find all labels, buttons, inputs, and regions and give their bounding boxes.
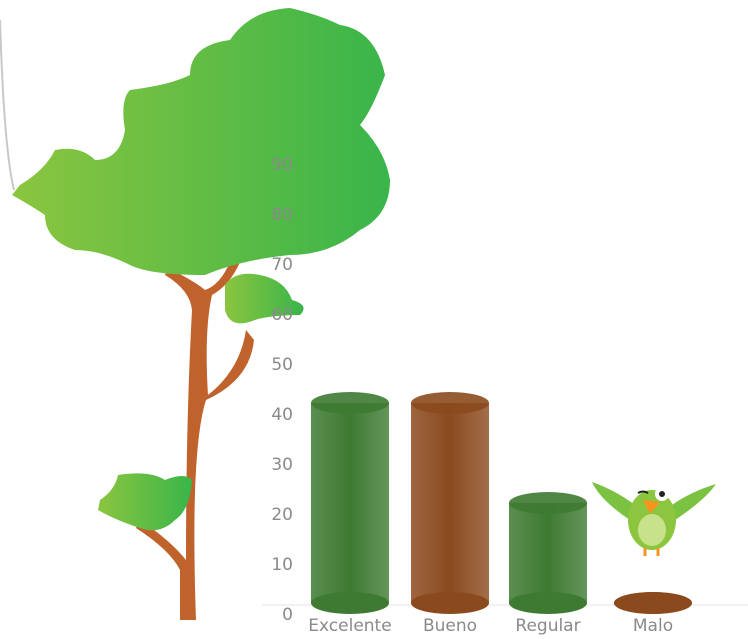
bar-top bbox=[411, 392, 489, 414]
y-tick-label: 80 bbox=[271, 205, 293, 225]
y-tick-label: 30 bbox=[271, 455, 293, 475]
y-tick-label: 0 bbox=[282, 605, 293, 625]
x-tick-label: Excelente bbox=[308, 616, 391, 636]
bar-top bbox=[311, 392, 389, 414]
x-tick-label: Bueno bbox=[423, 616, 477, 636]
x-tick-label: Regular bbox=[515, 616, 580, 636]
bar-top bbox=[614, 592, 692, 614]
tree-decoration bbox=[0, 8, 390, 620]
bar bbox=[509, 503, 587, 603]
x-tick-label: Malo bbox=[633, 616, 673, 636]
y-tick-label: 60 bbox=[271, 305, 293, 325]
y-tick-label: 50 bbox=[271, 355, 293, 375]
y-tick-label: 20 bbox=[271, 505, 293, 525]
y-tick-label: 70 bbox=[271, 255, 293, 275]
y-tick-label: 10 bbox=[271, 555, 293, 575]
bar-top bbox=[509, 492, 587, 514]
y-tick-label: 90 bbox=[271, 155, 293, 175]
bird-decoration bbox=[592, 482, 716, 556]
y-tick-label: 40 bbox=[271, 405, 293, 425]
bar bbox=[311, 403, 389, 603]
bar bbox=[411, 403, 489, 603]
